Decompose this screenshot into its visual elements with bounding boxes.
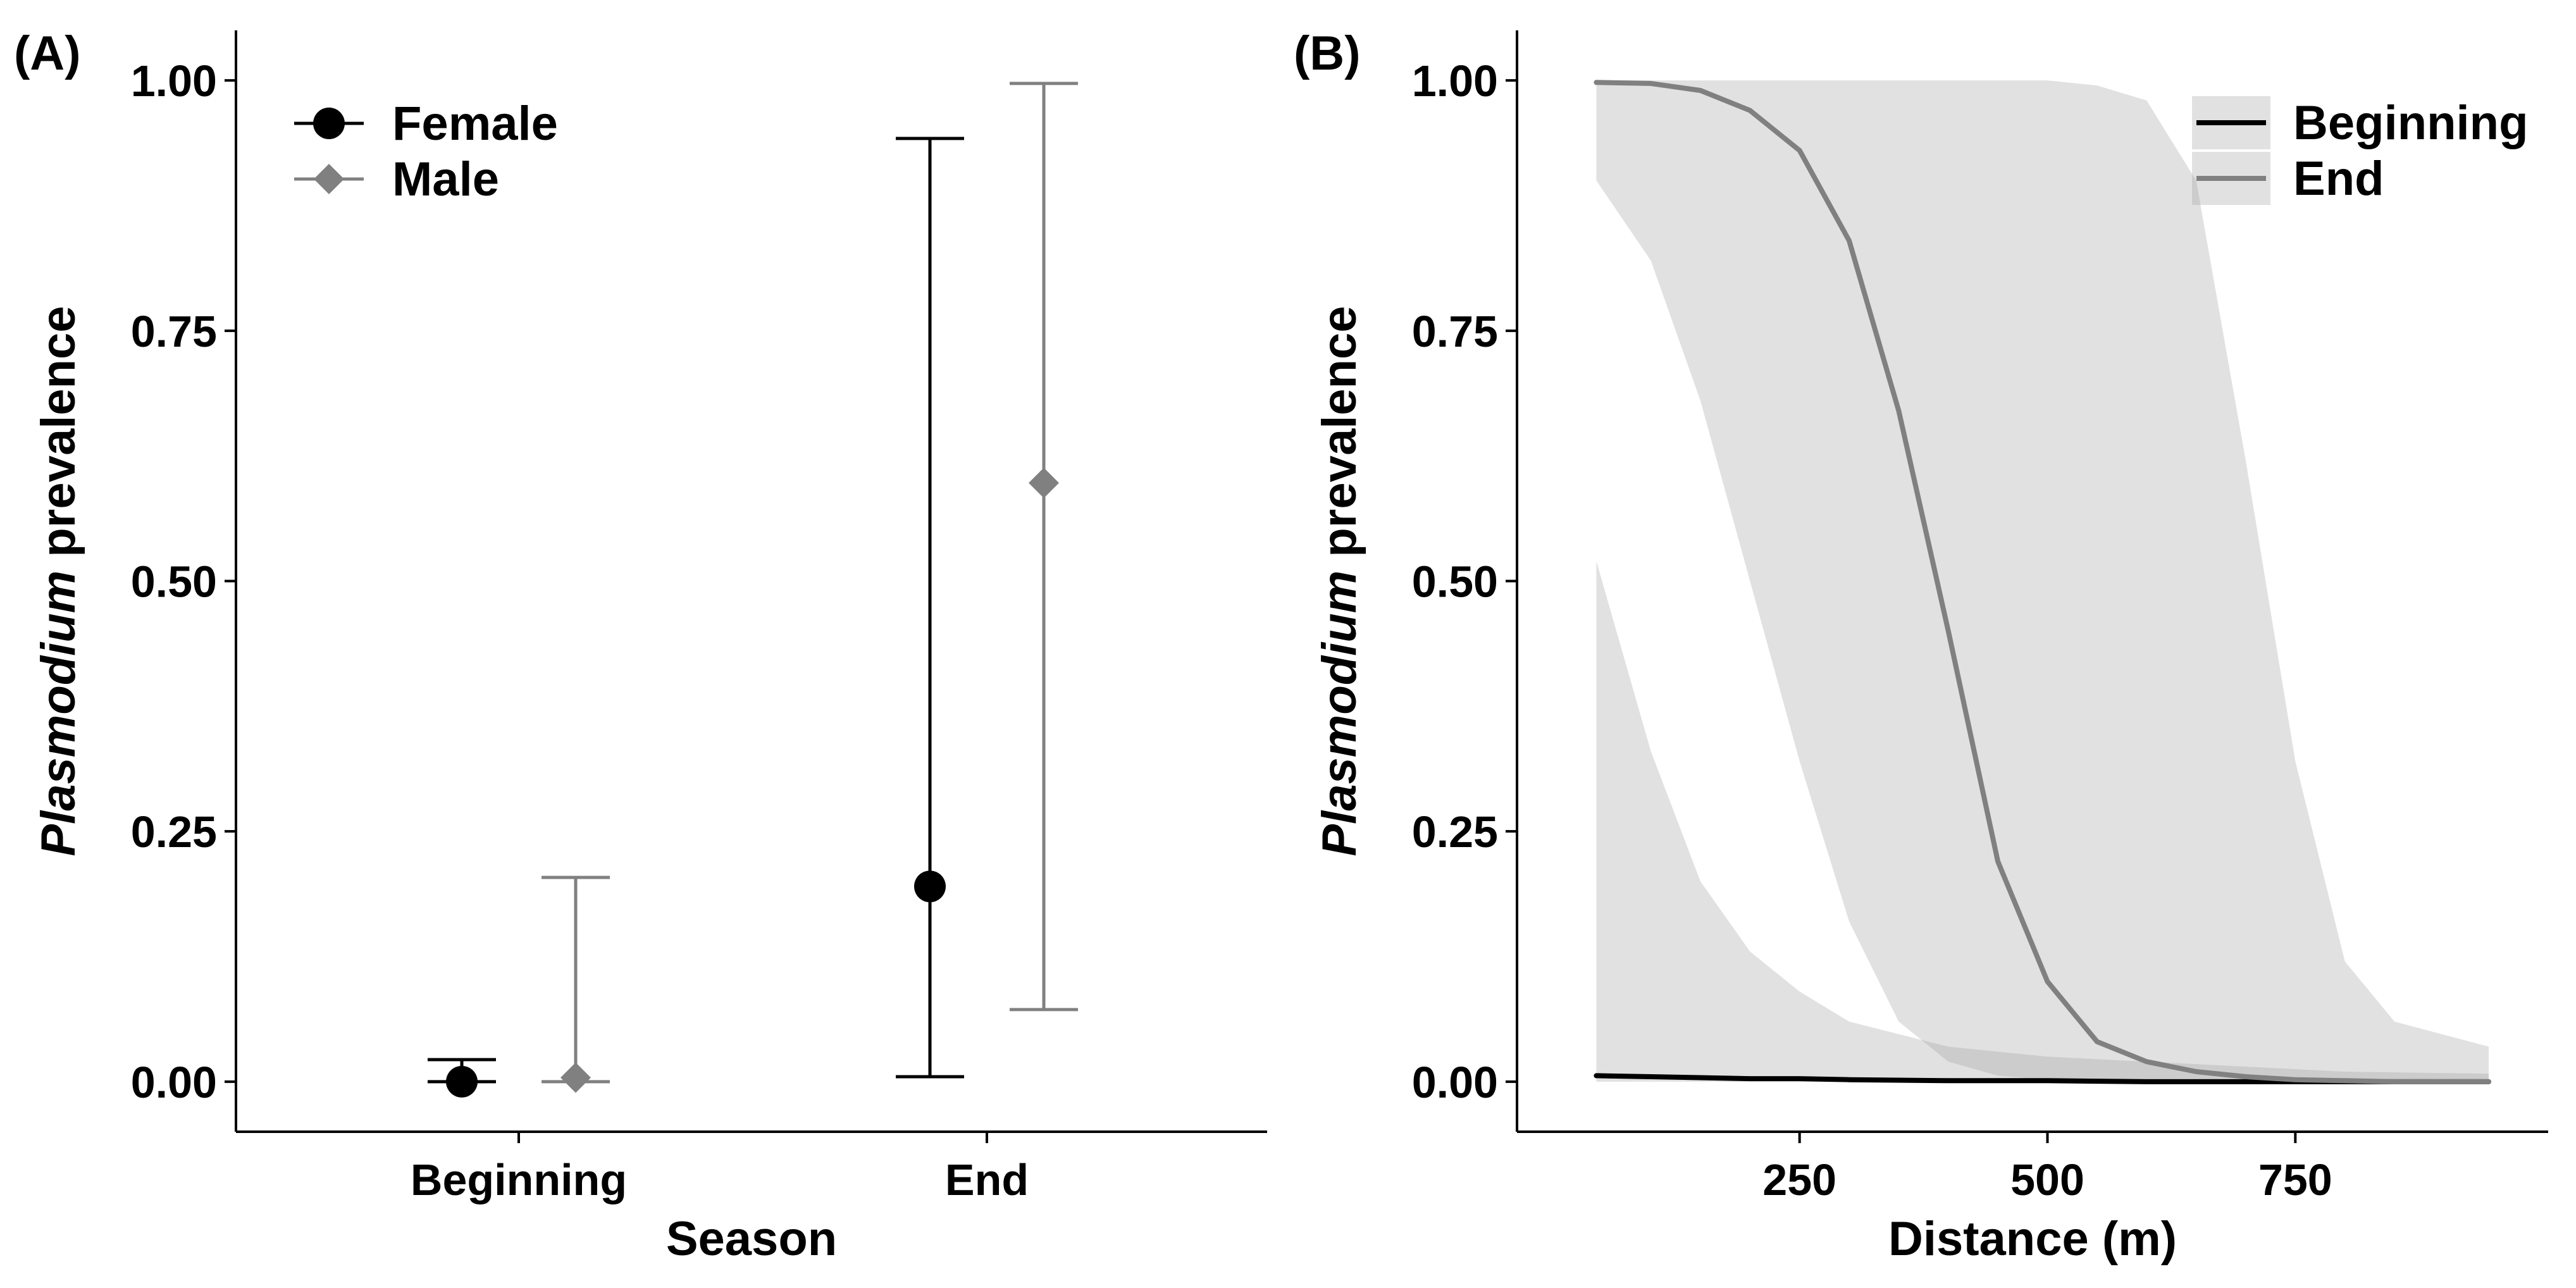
legend-label: Male xyxy=(392,152,499,206)
x-tick-label: End xyxy=(945,1155,1029,1204)
x-tick-label: 500 xyxy=(2010,1155,2084,1204)
y-tick-label: 1.00 xyxy=(131,56,217,106)
legend-key-marker xyxy=(313,108,345,139)
panel-b: 0.00 0.25 0.50 0.75 1.00 Plasmodium prevalenc… xyxy=(1294,27,2548,1266)
legend-label: Female xyxy=(392,97,558,151)
y-tick-label: 0.75 xyxy=(131,307,217,356)
series-male xyxy=(542,82,1078,1093)
x-axis-title: Distance (m) xyxy=(1888,1212,2177,1266)
legend-label: Beginning xyxy=(2293,96,2529,150)
panel-label: (A) xyxy=(14,27,81,80)
y-tick-label: 0.00 xyxy=(1412,1058,1498,1107)
legend-key-marker xyxy=(314,164,344,194)
y-axis-title-rest: prevalence xyxy=(1313,306,1366,570)
x-axis-title: Season xyxy=(666,1212,837,1266)
y-axis-title-italic: Plasmodium xyxy=(32,571,85,857)
ribbon-beginning xyxy=(1596,560,2489,1082)
ribbon-end xyxy=(1596,80,2489,1082)
y-axis-title: Plasmodium prevalence xyxy=(1313,306,1366,856)
y-tick-label: 0.00 xyxy=(131,1058,217,1107)
data-point xyxy=(914,870,946,903)
y-tick-label: 1.00 xyxy=(1412,56,1498,106)
x-tick-label: 750 xyxy=(2258,1155,2332,1204)
y-tick-label: 0.50 xyxy=(131,557,217,607)
data-point xyxy=(560,1062,591,1093)
y-tick-label: 0.50 xyxy=(1412,557,1498,607)
y-tick-label: 0.75 xyxy=(1412,307,1498,356)
data-point xyxy=(446,1065,478,1098)
data-point xyxy=(1029,468,1059,498)
panel-a: 0.00 0.25 0.50 0.75 1.00 Plasmodium prevalenc… xyxy=(14,27,1267,1266)
series-line-beginning xyxy=(1594,1073,2491,1084)
y-axis-title-italic: Plasmodium xyxy=(1313,571,1366,857)
y-axis-title: Plasmodium prevalence xyxy=(32,306,85,856)
series-line-end xyxy=(1594,80,2491,1084)
x-tick-label: Beginning xyxy=(411,1155,627,1204)
y-axis-title-rest: prevalence xyxy=(32,306,85,570)
y-tick-label: 0.25 xyxy=(131,807,217,857)
legend-label: End xyxy=(2293,152,2384,206)
x-tick-label: 250 xyxy=(1762,1155,1836,1204)
series-female xyxy=(428,137,964,1098)
y-tick-label: 0.25 xyxy=(1412,807,1498,857)
panel-label: (B) xyxy=(1294,27,1361,80)
